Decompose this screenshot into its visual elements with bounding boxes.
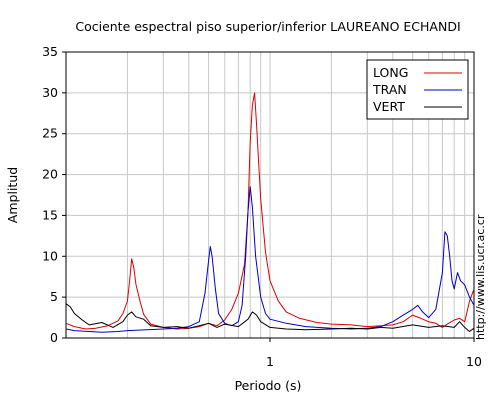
y-axis-label: Amplitud [5,167,20,223]
series-line-tran [66,186,474,333]
series-line-vert [66,303,474,332]
y-tick-label: 20 [42,167,58,182]
series-line-long [66,92,474,330]
series-layer [66,92,474,333]
y-tick-label: 15 [42,207,58,222]
y-tick-label: 30 [42,85,58,100]
y-tick-label: 0 [50,330,58,345]
chart-title: Cociente espectral piso superior/inferio… [75,19,460,34]
y-tick-label: 10 [42,248,58,263]
x-tick-label: 10 [466,354,482,369]
legend-label-long: LONG [373,65,408,80]
legend: LONG TRAN VERT [366,59,469,120]
axes-layer: 0 5 10 15 20 25 30 35 1 10 [42,44,482,369]
side-url: http://www.lis.ucr.ac.cr [474,214,487,340]
x-tick-label: 1 [266,354,274,369]
legend-label-tran: TRAN [372,82,407,97]
legend-label-vert: VERT [373,99,405,114]
y-tick-label: 5 [50,289,58,304]
x-axis-label: Periodo (s) [235,378,302,393]
y-tick-label: 35 [42,44,58,59]
y-tick-label: 25 [42,126,58,141]
